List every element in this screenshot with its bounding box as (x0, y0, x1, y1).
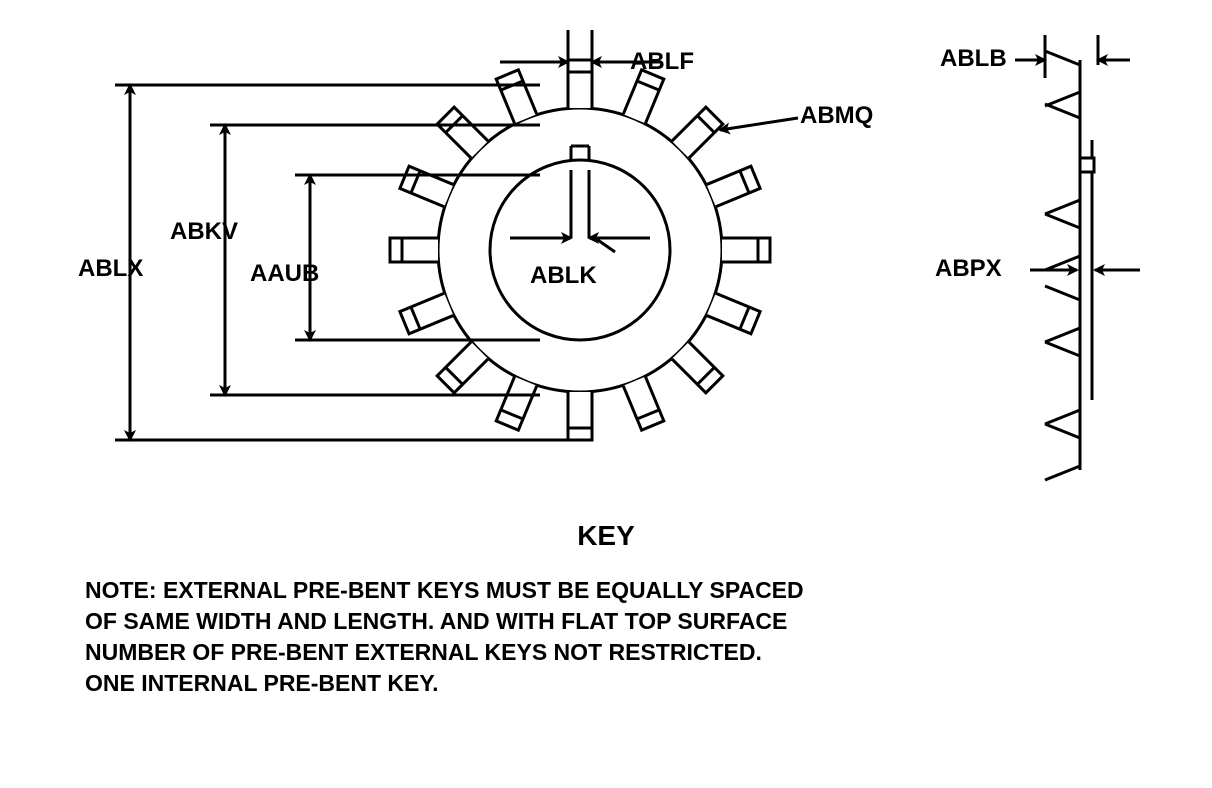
side-view (1045, 51, 1094, 480)
label-abkv: ABKV (170, 218, 238, 246)
label-ablx: ABLX (78, 255, 143, 283)
note-line-2: OF SAME WIDTH AND LENGTH. AND WITH FLAT … (85, 606, 1135, 637)
label-abmq: ABMQ (800, 102, 873, 130)
label-ablf: ABLF (630, 48, 694, 76)
gear-front-view (390, 60, 770, 440)
diagram-container: ABLF ABMQ ABLB ABPX ABLK AAUB ABKV ABLX … (0, 0, 1212, 788)
note-line-3: NUMBER OF PRE-BENT EXTERNAL KEYS NOT RES… (85, 637, 1135, 668)
diagram-note: NOTE: EXTERNAL PRE-BENT KEYS MUST BE EQU… (85, 575, 1135, 699)
label-aaub: AAUB (250, 260, 319, 288)
label-abpx: ABPX (935, 255, 1002, 283)
diagram-title: KEY (577, 520, 635, 552)
note-line-1: NOTE: EXTERNAL PRE-BENT KEYS MUST BE EQU… (85, 575, 1135, 606)
label-ablb: ABLB (940, 45, 1007, 73)
note-line-4: ONE INTERNAL PRE-BENT KEY. (85, 668, 1135, 699)
label-ablk: ABLK (530, 262, 597, 290)
